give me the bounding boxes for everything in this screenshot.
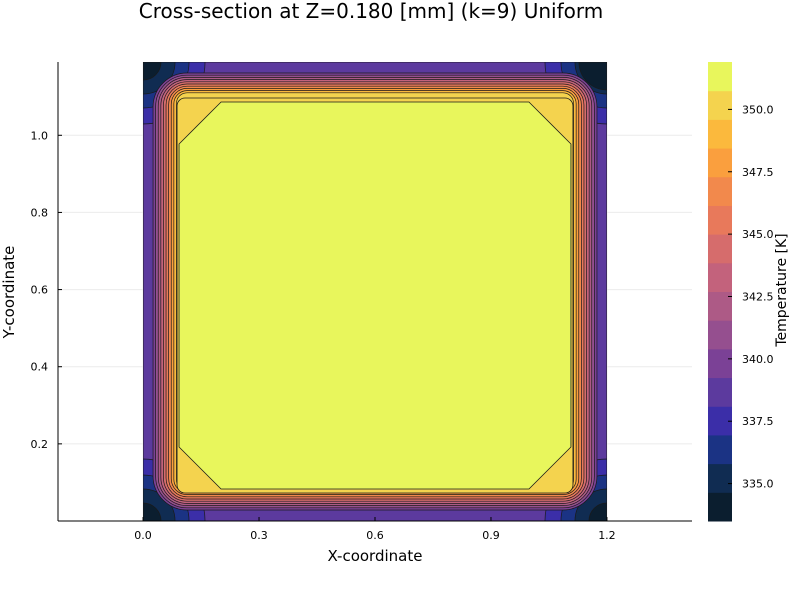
colorbar-swatch <box>708 320 732 350</box>
y-tick-label: 0.4 <box>31 361 49 374</box>
colorbar-swatch <box>708 119 732 149</box>
y-tick-label: 0.2 <box>31 438 49 451</box>
colorbar-swatch <box>708 348 732 379</box>
colorbar-tick-label: 350.0 <box>742 103 774 116</box>
colorbar-swatch <box>708 262 732 292</box>
chart-title: Cross-section at Z=0.180 [mm] (k=9) Unif… <box>139 0 603 23</box>
colorbar-swatch <box>708 234 732 264</box>
x-tick-label: 0.9 <box>482 529 500 542</box>
colorbar-swatch <box>708 377 732 407</box>
axes: 0.0 0.3 0.6 0.9 1.2 0.2 0.4 0.6 0.8 1.0 <box>31 62 692 542</box>
colorbar-swatch <box>708 62 732 92</box>
contour-corner-cold <box>578 62 607 91</box>
colorbar-swatch <box>708 148 732 178</box>
contour-fill <box>143 62 607 521</box>
colorbar: 335.0 337.5 340.0 342.5 345.0 347.5 350.0 <box>708 62 774 522</box>
y-tick-label: 0.8 <box>31 206 49 219</box>
colorbar-swatch <box>708 90 732 120</box>
x-tick-label: 0.3 <box>250 529 268 542</box>
colorbar-swatch <box>708 205 732 235</box>
contour-corner-cold <box>588 502 607 521</box>
colorbar-swatch <box>708 291 732 321</box>
y-tick-label: 1.0 <box>31 129 49 142</box>
y-tick-label: 0.6 <box>31 284 49 297</box>
colorbar-label: Temperature [K] <box>774 233 790 347</box>
colorbar-swatch <box>708 463 732 493</box>
x-axis-label: X-coordinate <box>328 547 423 565</box>
colorbar-tick-label: 347.5 <box>742 166 774 179</box>
x-tick-label: 0.6 <box>366 529 384 542</box>
colorbar-tick-label: 340.0 <box>742 353 774 366</box>
colorbar-tick-label: 335.0 <box>742 478 774 491</box>
x-tick-label: 0.0 <box>134 529 152 542</box>
colorbar-tick-label: 337.5 <box>742 415 774 428</box>
colorbar-tick-label: 342.5 <box>742 290 774 303</box>
colorbar-swatch <box>708 176 732 206</box>
contour-region-core <box>178 101 572 490</box>
contour-corner-cold <box>143 502 162 521</box>
x-tick-label: 1.2 <box>598 529 616 542</box>
colorbar-swatch <box>708 434 732 465</box>
colorbar-tick-label: 345.0 <box>742 228 774 241</box>
colorbar-swatch <box>708 492 732 522</box>
y-axis-label: Y-coordinate <box>0 246 18 340</box>
contour-corner-cold <box>143 62 162 81</box>
